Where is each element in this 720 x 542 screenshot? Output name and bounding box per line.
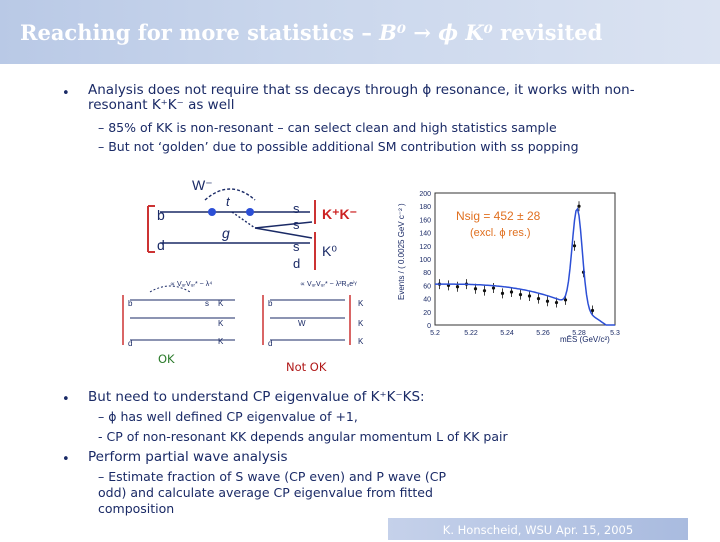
- not-ok-label: Not OK: [286, 360, 327, 374]
- bullet-icon: •: [62, 392, 70, 407]
- bullet-3-sub-1: – Estimate fraction of S wave (CP even) …: [98, 469, 447, 516]
- chart-ylabel: Events / ( 0.0025 GeV c⁻² ): [397, 203, 406, 300]
- gluon-line: [231, 211, 256, 229]
- label-K0: K⁰: [322, 243, 337, 259]
- w-boson-loop: [204, 188, 256, 201]
- label-s3: s: [293, 239, 300, 254]
- svg-text:b: b: [268, 299, 273, 308]
- y-tick-label: 140: [419, 231, 431, 238]
- y-tick-label: 200: [419, 191, 431, 198]
- bullet-icon: •: [62, 452, 70, 467]
- bullet-3-text: Perform partial wave analysis: [88, 449, 288, 465]
- vertex-2: [246, 208, 254, 216]
- title-bar: Reaching for more statistics – B⁰ → ϕ K⁰…: [0, 0, 720, 64]
- nsig-annotation: Nsig = 452 ± 28: [456, 209, 541, 223]
- footer-text: K. Honscheid, WSU Apr. 15, 2005: [442, 523, 634, 537]
- small-diagram-right: [262, 295, 351, 345]
- x-tick-label: 5.22: [464, 330, 478, 337]
- svg-text:K: K: [218, 319, 224, 328]
- y-tick-label: 180: [419, 204, 431, 211]
- y-tick-label: 100: [419, 257, 431, 264]
- bullet-1-text: Analysis does not require that ss decays…: [88, 82, 635, 113]
- label-b: b: [157, 207, 165, 223]
- label-t: t: [226, 194, 231, 209]
- svg-text:d: d: [268, 339, 272, 348]
- x-tick-label: 5.24: [500, 330, 514, 337]
- label-s1: s: [293, 201, 300, 216]
- y-tick-label: 20: [423, 310, 431, 317]
- label-KK: K⁺K⁻: [322, 206, 357, 222]
- svg-text:K: K: [218, 299, 224, 308]
- chart-frame: [434, 192, 616, 326]
- y-tick-label: 160: [419, 217, 431, 224]
- y-tick-label: 80: [423, 270, 431, 277]
- x-tick-label: 5.28: [572, 330, 586, 337]
- bullet-icon: •: [62, 86, 70, 101]
- title-main: Reaching for more statistics –: [20, 20, 380, 45]
- svg-text:b: b: [128, 299, 133, 308]
- svg-text:K: K: [358, 337, 364, 346]
- small-left-label: ∝ VᵤᵣVᵤᵣ* ~ λ⁴: [170, 281, 212, 288]
- label-d: d: [157, 237, 165, 253]
- title-end: revisited: [492, 20, 603, 45]
- y-tick-label: 60: [423, 283, 431, 290]
- svg-text:s: s: [205, 299, 209, 308]
- bullet-2-sub-1: – ϕ has well defined CP eigenvalue of +1…: [98, 409, 358, 424]
- svg-text:W: W: [298, 319, 306, 328]
- mes-chart: 0 20 40 60 80 100 120 140 160 180 200 5.2 5.22 5.24 5.…: [397, 191, 620, 344]
- label-d2: d: [293, 256, 300, 271]
- main-feynman-diagram: [147, 188, 316, 270]
- label-W: W⁻: [192, 177, 213, 193]
- svg-text:K: K: [218, 337, 224, 346]
- label-s2: s: [293, 217, 300, 232]
- fit-curve: [435, 207, 615, 326]
- slide-title: Reaching for more statistics – B⁰ → ϕ K⁰…: [20, 20, 602, 45]
- svg-text:d: d: [128, 339, 132, 348]
- x-tick-label: 5.2: [430, 330, 440, 337]
- svg-text:K: K: [358, 299, 364, 308]
- chart-ticks: 0 20 40 60 80 100 120 140 160 180 200 5.2 5.22 5.24 5.…: [419, 191, 620, 337]
- y-tick-label: 120: [419, 244, 431, 251]
- svg-text:K: K: [358, 319, 364, 328]
- y-tick-label: 0: [427, 323, 431, 330]
- x-tick-label: 5.26: [536, 330, 550, 337]
- bullet-2-text: But need to understand CP eigenvalue of …: [88, 389, 425, 405]
- small-diagram-left: [122, 285, 235, 345]
- excl-annotation: (excl. ϕ res.): [470, 227, 531, 239]
- small-right-label: ∝ VᵤᵣVᵤᵣ* ~ λ²Rᵤeⁱᵞ: [300, 280, 357, 288]
- bullet-1-sub-2: – But not ‘golden’ due to possible addit…: [98, 139, 579, 154]
- chart-xlabel: mĒS (GeV/c²): [560, 335, 610, 344]
- title-formula: B⁰ → ϕ K⁰: [379, 20, 493, 45]
- label-g: g: [222, 225, 230, 241]
- vertex-1: [208, 208, 216, 216]
- bullet-2-sub-2: - CP of non-resonant KK depends angular …: [98, 429, 508, 444]
- footer: K. Honscheid, WSU Apr. 15, 2005: [388, 518, 688, 540]
- x-tick-label: 5.3: [610, 330, 620, 337]
- split-line-2: [254, 227, 313, 239]
- bullet-1-sub-1: – 85% of KK is non-resonant – can select…: [98, 120, 557, 135]
- ok-label: OK: [158, 352, 175, 366]
- y-tick-label: 40: [423, 297, 431, 304]
- split-line-1: [254, 221, 313, 229]
